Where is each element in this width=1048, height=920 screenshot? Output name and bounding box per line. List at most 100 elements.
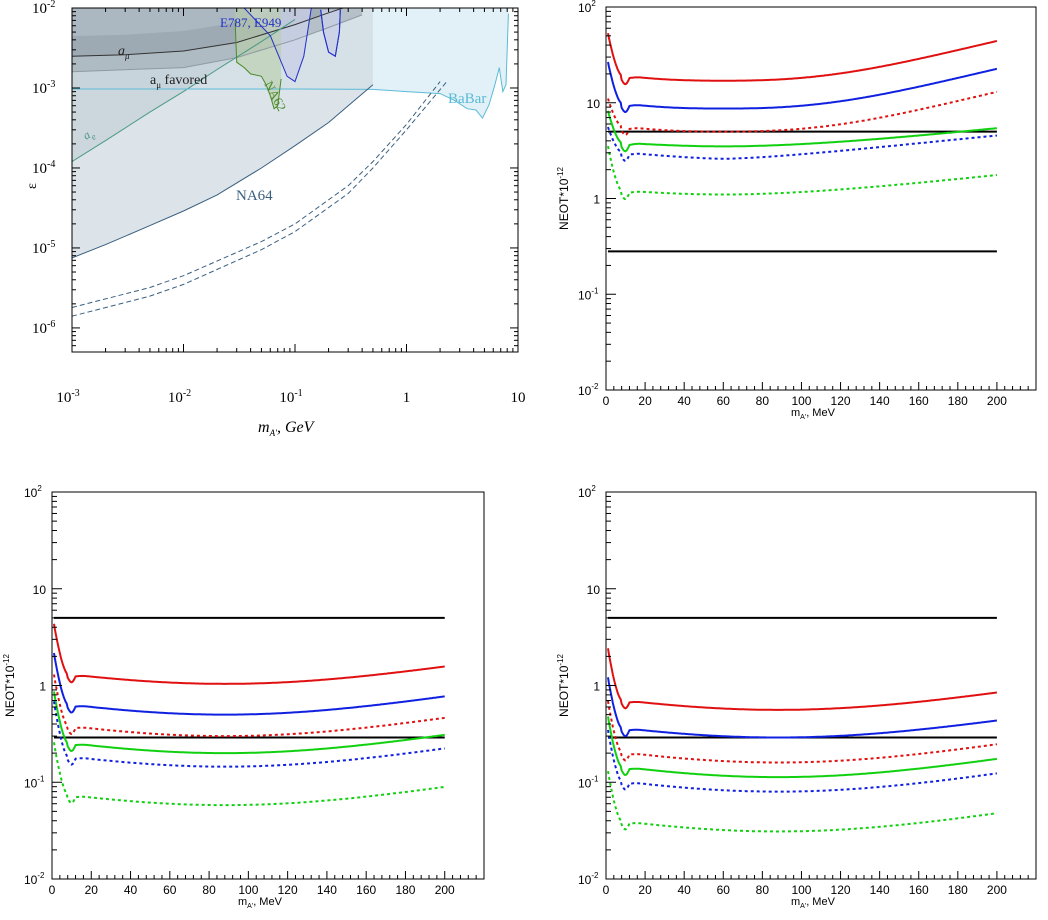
neot-plot-bottom-right: 0 20 40 60 80 100 120 140 160 180 200 10-2 10-1 1 10 10… — [556, 484, 1037, 910]
x-axis-label: mA', MeV — [791, 407, 836, 421]
x-tick-label: 60 — [163, 883, 177, 897]
neot-curve-1 — [53, 652, 445, 716]
y-tick-label: 10 — [587, 583, 601, 597]
neot-curve-5 — [53, 742, 445, 807]
exclusion-curve-3 — [72, 13, 509, 120]
x-tick-label: 140 — [317, 883, 337, 897]
plot-area — [53, 616, 445, 807]
x-tick-label: 200 — [435, 883, 455, 897]
y-tick-label: 10 — [33, 583, 47, 597]
x-tick-label: 160 — [909, 883, 929, 897]
x-tick-label: 10 — [511, 390, 526, 406]
y-tick-label: 10-4 — [32, 159, 55, 177]
x-tick-label: 40 — [678, 394, 692, 408]
plot-frame — [51, 491, 485, 880]
plot-area — [607, 33, 998, 253]
x-tick-label: 80 — [756, 394, 770, 408]
y-tick-label: 10-1 — [578, 774, 599, 790]
annotation-amu-favored: aμ favored — [150, 73, 207, 90]
neot-curve-4 — [607, 729, 997, 793]
y-tick-label: 10-2 — [32, 0, 55, 17]
neot-plot-bottom-left: 0 20 40 60 80 100 120 140 160 180 200 10-2 10-1 1 10 10… — [2, 484, 485, 910]
exclusion-curve-8 — [72, 81, 441, 308]
y-tick-label: 10-5 — [32, 239, 55, 257]
y-tick-label: 10-3 — [32, 79, 55, 97]
neot-curve-4 — [607, 126, 997, 162]
y-axis-label: NEOT*10-12 — [556, 653, 571, 716]
x-axis-label: mA', GeV — [258, 419, 316, 438]
x-tick-label: 20 — [85, 883, 99, 897]
e787-region-2 — [320, 9, 341, 57]
exclusion-curve-4 — [72, 84, 374, 259]
neot-plot-top-right: 0 20 40 60 80 100 120 140 160 180 200 10-2 10-1 1 10 10… — [556, 0, 1037, 421]
x-tick-label: 0 — [603, 883, 610, 897]
neot-curve-2 — [607, 700, 998, 764]
x-tick-label: 20 — [638, 883, 652, 897]
x-tick-label: 80 — [756, 883, 770, 897]
exclusion-curve-5 — [234, 20, 282, 110]
y-tick-label: 10-2 — [578, 382, 599, 398]
x-tick-label: 120 — [278, 883, 298, 897]
e787-curve-b — [320, 9, 341, 58]
x-tick-label: 120 — [831, 394, 851, 408]
x-tick-label: 200 — [987, 883, 1007, 897]
x-tick-label: 0 — [49, 883, 56, 897]
annotation-amu: aμ — [118, 44, 130, 61]
x-tick-label: 100 — [238, 883, 258, 897]
neot-curve-0 — [53, 623, 445, 685]
x-tick-label: 40 — [124, 883, 138, 897]
x-tick-label: 0 — [603, 394, 610, 408]
neot-curve-2 — [607, 90, 998, 137]
annotation-babar: BaBar — [448, 91, 486, 107]
exclusion-curve-9 — [72, 81, 448, 317]
x-tick-label: 140 — [870, 883, 890, 897]
na62-region — [235, 8, 282, 109]
plot-area — [72, 8, 509, 317]
y-tick-label: 10-6 — [32, 319, 55, 337]
x-tick-label: 180 — [948, 394, 968, 408]
neot-curve-3 — [607, 110, 997, 153]
neot-curve-0 — [607, 33, 998, 86]
x-tick-label: 10-1 — [279, 388, 302, 406]
plot-frame — [605, 491, 1037, 880]
y-tick-label: 1 — [593, 680, 600, 694]
y-tick-label: 10-1 — [24, 774, 45, 790]
plot-frame — [605, 6, 1037, 391]
x-tick-label: 20 — [638, 394, 652, 408]
y-tick-label: 10-2 — [578, 871, 599, 887]
exclusion-curve-0 — [72, 8, 345, 57]
x-tick-label: 60 — [717, 394, 731, 408]
y-tick-label: 102 — [578, 484, 596, 500]
y-tick-label: 1 — [593, 193, 600, 207]
y-axis-label: NEOT*10-12 — [556, 166, 571, 229]
y-tick-label: 10 — [587, 97, 601, 111]
neot-curve-1 — [607, 677, 997, 739]
x-tick-label: 180 — [395, 883, 415, 897]
exclusion-curve-6 — [243, 8, 312, 83]
neot-curve-1 — [607, 61, 998, 114]
neot-curve-3 — [53, 691, 445, 755]
x-tick-label: 1 — [403, 390, 411, 406]
y-tick-label: 10-1 — [578, 286, 599, 302]
x-tick-label: 100 — [791, 883, 811, 897]
x-tick-label: 120 — [831, 883, 851, 897]
y-axis-label: ε — [25, 183, 40, 189]
x-tick-label: 80 — [202, 883, 216, 897]
plot-area — [607, 616, 998, 833]
x-tick-label: 160 — [909, 394, 929, 408]
exclusion-plot: 10-3 10-2 10-1 1 10 10-6 10-5 10-4 10-3 10-2 mA', … — [25, 0, 526, 438]
x-tick-label: 200 — [987, 394, 1007, 408]
x-tick-label: 60 — [717, 883, 731, 897]
y-tick-label: 102 — [578, 0, 596, 15]
neot-curve-5 — [607, 145, 997, 201]
neot-curve-4 — [53, 701, 445, 768]
y-axis-label: NEOT*10-12 — [2, 653, 17, 716]
x-tick-label: 100 — [791, 394, 811, 408]
neot-curve-0 — [607, 648, 997, 711]
exclusion-curve-2 — [72, 18, 296, 163]
x-tick-label: 160 — [356, 883, 376, 897]
exclusion-curve-1 — [72, 14, 363, 73]
y-tick-label: 1 — [39, 680, 46, 694]
y-tick-label: 10-2 — [24, 871, 45, 887]
y-tick-label: 102 — [24, 484, 42, 500]
